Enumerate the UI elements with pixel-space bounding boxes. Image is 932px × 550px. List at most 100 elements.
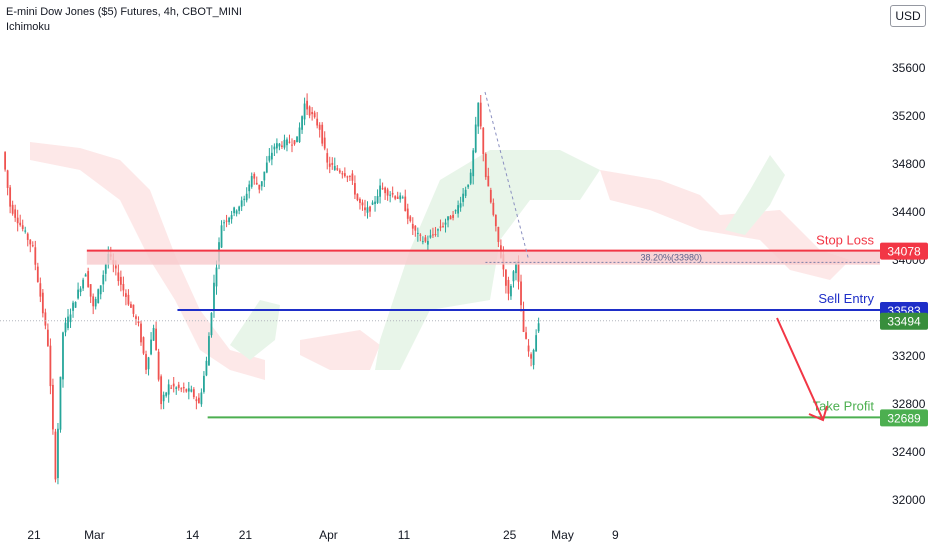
candle-body <box>336 168 339 170</box>
candle-body <box>19 222 22 226</box>
candle-body <box>89 284 92 297</box>
candle-body <box>469 172 472 184</box>
candle-body <box>268 155 271 161</box>
candle-body <box>36 266 39 282</box>
candle-body <box>152 327 155 341</box>
candle-body <box>525 332 527 339</box>
candle-body <box>16 217 19 224</box>
candle-body <box>238 206 241 211</box>
candle-body <box>492 202 495 215</box>
candle-body <box>119 276 122 285</box>
annotations: Stop Loss Sell Entry Take Profit 38.20%(339… <box>484 91 880 422</box>
candle-body <box>245 193 248 201</box>
candle-body <box>250 176 253 187</box>
candle-body <box>411 223 414 229</box>
stop-loss-label: Stop Loss <box>816 233 874 248</box>
candle-body <box>487 175 490 187</box>
candle-body <box>306 100 308 110</box>
candle-body <box>364 207 366 211</box>
candle-body <box>125 293 127 297</box>
candle-body <box>369 206 371 212</box>
current-price-badge-value: 33494 <box>887 315 921 329</box>
candle-body <box>77 289 79 299</box>
candle-body <box>439 226 442 228</box>
take-profit-badge-value: 32689 <box>887 411 921 425</box>
candle-body <box>447 216 449 221</box>
candle-body <box>99 285 102 295</box>
candle-body <box>328 163 331 167</box>
candle-body <box>296 136 298 143</box>
candle-body <box>185 389 188 392</box>
candle-body <box>104 264 107 274</box>
candle-body <box>230 215 233 220</box>
candle-body <box>474 124 477 153</box>
candle-body <box>313 112 316 118</box>
candle-body <box>145 354 147 370</box>
x-tick-label: Apr <box>319 528 338 542</box>
y-tick-label: 35200 <box>892 109 926 123</box>
candle-body <box>150 339 152 355</box>
candle-body <box>31 245 34 247</box>
candle-body <box>233 207 236 214</box>
candle-body <box>117 272 120 282</box>
candle-body <box>421 241 424 243</box>
take-profit-label: Take Profit <box>813 398 875 413</box>
candle-body <box>79 288 82 293</box>
candle-body <box>293 140 296 145</box>
candle-body <box>510 285 512 297</box>
candle-body <box>537 323 540 332</box>
candle-body <box>84 274 87 277</box>
candle-body <box>203 375 205 392</box>
candle-body <box>391 192 394 195</box>
x-tick-label: 11 <box>398 528 411 542</box>
candle-body <box>248 184 251 192</box>
trade-levels <box>0 249 881 419</box>
candle-body <box>64 322 67 333</box>
candle-body <box>472 150 475 177</box>
currency-button[interactable]: USD <box>890 5 926 27</box>
candle-body <box>14 209 17 218</box>
candle-body <box>512 271 515 282</box>
candle-body <box>381 188 384 190</box>
candle-body <box>530 354 532 359</box>
candle-body <box>243 198 246 200</box>
candle-body <box>301 116 303 130</box>
candle-body <box>155 328 157 351</box>
candle-body <box>54 431 57 480</box>
candle-body <box>44 312 47 326</box>
candle-body <box>276 143 278 149</box>
x-tick-label: 21 <box>239 528 253 542</box>
candle-body <box>318 124 321 130</box>
symbol-title: E-mini Dow Jones ($5) Futures, 4h, CBOT_… <box>6 6 242 18</box>
candle-body <box>92 296 95 307</box>
candle-body <box>376 196 379 203</box>
candle-body <box>114 265 117 269</box>
candle-body <box>200 392 203 405</box>
indicator-label[interactable]: Ichimoku <box>6 21 51 33</box>
candle-body <box>323 137 326 149</box>
candle-body <box>484 153 487 178</box>
candle-body <box>442 226 444 228</box>
candle-body <box>354 183 356 195</box>
candle-body <box>240 200 243 207</box>
candle-body <box>427 240 429 245</box>
candle-body <box>6 170 9 188</box>
candle-body <box>452 214 454 218</box>
candle-body <box>210 312 213 336</box>
candle-body <box>180 388 183 390</box>
candle-body <box>409 216 412 221</box>
candle-body <box>449 216 452 220</box>
candle-body <box>281 145 283 147</box>
candle-body <box>283 139 286 148</box>
candle-body <box>160 376 163 405</box>
candle-body <box>343 173 346 177</box>
candle-body <box>46 329 49 346</box>
candle-body <box>94 298 97 307</box>
candle-body <box>379 185 381 197</box>
candle-body <box>384 187 387 194</box>
candle-body <box>361 202 364 206</box>
candle-body <box>414 225 417 231</box>
candle-body <box>167 384 170 395</box>
down-arrow-shaft <box>776 317 824 421</box>
